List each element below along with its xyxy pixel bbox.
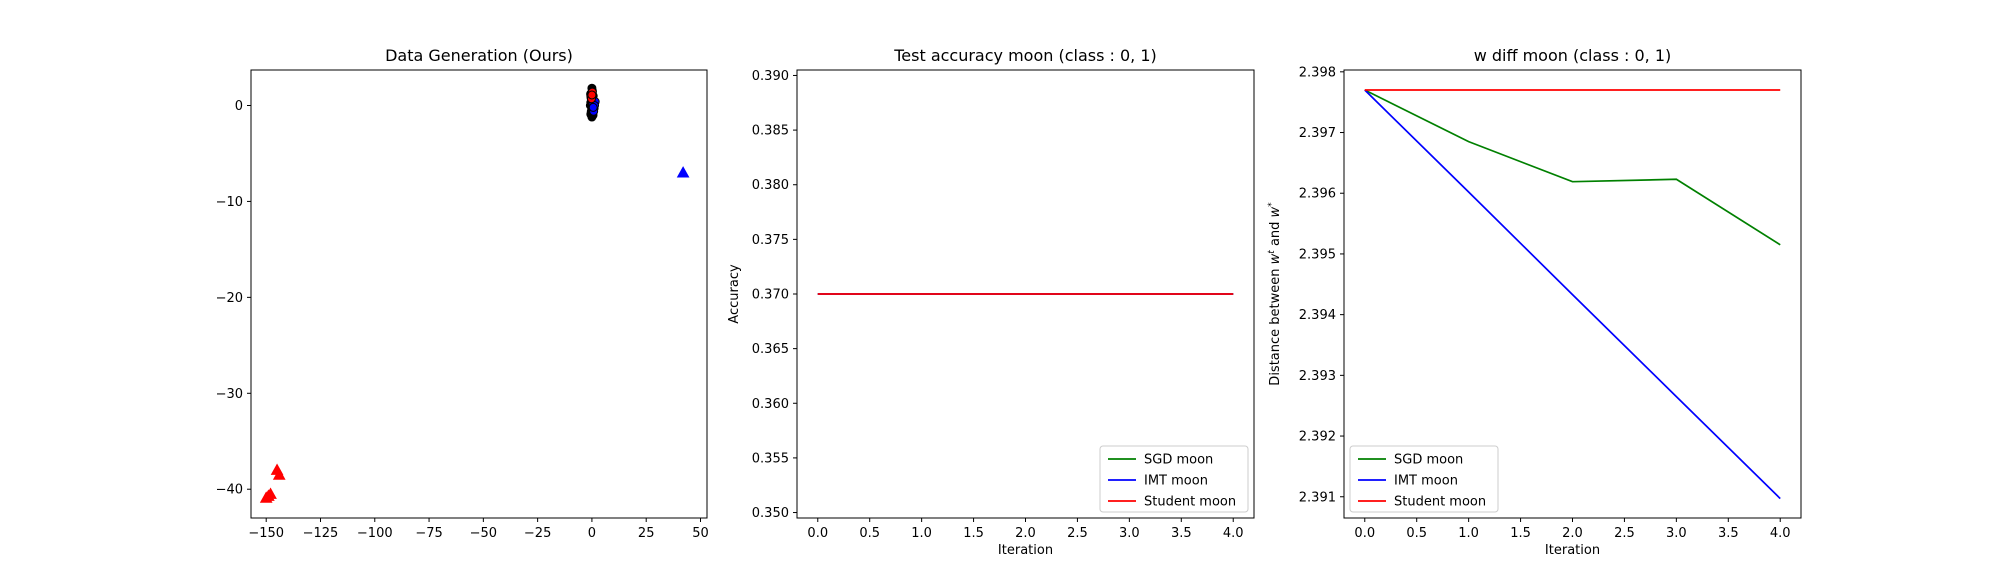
scatter-point-circle xyxy=(587,90,597,100)
legend: SGD moon IMT moon Student moon xyxy=(1349,445,1499,513)
y-tick-label: −10 xyxy=(216,195,243,210)
y-tick-label: 0.370 xyxy=(752,288,789,303)
legend-label: Student moon xyxy=(1144,495,1236,510)
y-tick-label: 0.365 xyxy=(752,342,789,357)
x-tick-label: 0.5 xyxy=(1406,526,1427,541)
y-tick-label: 0 xyxy=(235,99,243,114)
x-tick-label: 2.0 xyxy=(1562,526,1583,541)
chart-title: Test accuracy moon (class : 0, 1) xyxy=(893,46,1157,65)
legend-label: IMT moon xyxy=(1144,474,1208,489)
legend-label: SGD moon xyxy=(1394,453,1463,468)
x-tick-label: 3.5 xyxy=(1718,526,1739,541)
chart-title: w diff moon (class : 0, 1) xyxy=(1474,46,1672,65)
legend-label: IMT moon xyxy=(1394,474,1458,489)
x-tick-label: 1.5 xyxy=(1510,526,1531,541)
x-axis-label: Iteration xyxy=(1545,543,1600,558)
axes-frame xyxy=(250,69,708,519)
panel-test-accuracy: Test accuracy moon (class : 0, 1) 0.0 0.5 1… xyxy=(727,46,1255,558)
x-axis-label: Iteration xyxy=(998,543,1053,558)
y-axis-label: Accuracy xyxy=(727,264,742,324)
x-tick-label: 4.0 xyxy=(1223,526,1244,541)
x-tick-label: 0.5 xyxy=(859,526,880,541)
y-tick-label: 0.375 xyxy=(752,233,789,248)
x-tick-label: 1.0 xyxy=(1458,526,1479,541)
y-tick-label: 0.390 xyxy=(752,69,789,84)
chart-title: Data Generation (Ours) xyxy=(385,46,573,65)
x-tick-label: 0 xyxy=(588,526,596,541)
y-tick-label: 0.380 xyxy=(752,178,789,193)
y-tick-label: 2.393 xyxy=(1299,369,1336,384)
y-tick-label: 2.391 xyxy=(1299,490,1336,505)
scatter-point-triangle xyxy=(272,468,286,480)
y-axis-label: Distance between wt and w* xyxy=(1267,202,1283,386)
y-tick-label: −40 xyxy=(216,483,243,498)
series-line xyxy=(1364,89,1781,500)
x-tick-label: 3.0 xyxy=(1119,526,1140,541)
legend-box xyxy=(1099,445,1249,513)
scatter-points xyxy=(259,83,690,503)
y-tick-label: 0.350 xyxy=(752,506,789,521)
y-tick-label: 0.355 xyxy=(752,451,789,466)
y-tick-label: 2.395 xyxy=(1299,247,1336,262)
x-tick-label: 2.5 xyxy=(1067,526,1088,541)
panel-w-diff: w diff moon (class : 0, 1) 0.0 0.5 1.0 1.5 2.… xyxy=(1267,46,1802,558)
y-tick-label: 0.385 xyxy=(752,124,789,139)
x-tick-label: 2.5 xyxy=(1614,526,1635,541)
legend-box xyxy=(1349,445,1499,513)
y-tick-label: 2.397 xyxy=(1299,126,1336,141)
scatter-point-triangle xyxy=(676,166,690,178)
y-axis-label-part: and xyxy=(1268,217,1283,250)
legend: SGD moon IMT moon Student moon xyxy=(1099,445,1249,513)
x-tick-label: 1.5 xyxy=(963,526,984,541)
y-tick-label: 2.392 xyxy=(1299,430,1336,445)
y-axis-label-part: * xyxy=(1267,202,1277,207)
x-tick-label: −100 xyxy=(357,526,393,541)
x-tick-label: 3.0 xyxy=(1666,526,1687,541)
x-tick-label: −25 xyxy=(524,526,551,541)
scatter-point-circle xyxy=(588,102,598,112)
x-tick-label: 0.0 xyxy=(807,526,828,541)
x-tick-label: 1.0 xyxy=(911,526,932,541)
y-tick-label: 2.398 xyxy=(1299,65,1336,80)
x-tick-label: 3.5 xyxy=(1171,526,1192,541)
panel-data-generation: Data Generation (Ours)−150 −125 −100 −75 −50… xyxy=(216,46,709,541)
y-axis-label-part: t xyxy=(1267,250,1277,254)
y-tick-label: 2.396 xyxy=(1299,187,1336,202)
y-axis-label-part: w xyxy=(1268,253,1283,264)
legend-label: SGD moon xyxy=(1144,453,1213,468)
legend-label: Student moon xyxy=(1394,495,1486,510)
x-tick-label: 0.0 xyxy=(1354,526,1375,541)
y-axis-label-part: w xyxy=(1268,206,1283,217)
y-tick-label: −20 xyxy=(216,291,243,306)
y-tick-label: 0.360 xyxy=(752,397,789,412)
x-tick-label: 50 xyxy=(692,526,709,541)
x-tick-label: −150 xyxy=(248,526,284,541)
x-tick-label: 4.0 xyxy=(1770,526,1791,541)
x-tick-label: −75 xyxy=(415,526,442,541)
series-lines xyxy=(1364,89,1781,500)
x-tick-label: −50 xyxy=(470,526,497,541)
x-tick-label: 2.0 xyxy=(1015,526,1036,541)
x-tick-label: 25 xyxy=(638,526,655,541)
y-tick-label: 2.394 xyxy=(1299,308,1336,323)
y-axis-label-part: Distance between xyxy=(1268,264,1283,385)
x-tick-label: −125 xyxy=(303,526,339,541)
y-tick-label: −30 xyxy=(216,387,243,402)
series-line xyxy=(1364,89,1781,246)
scatter-point-triangle xyxy=(259,491,273,503)
